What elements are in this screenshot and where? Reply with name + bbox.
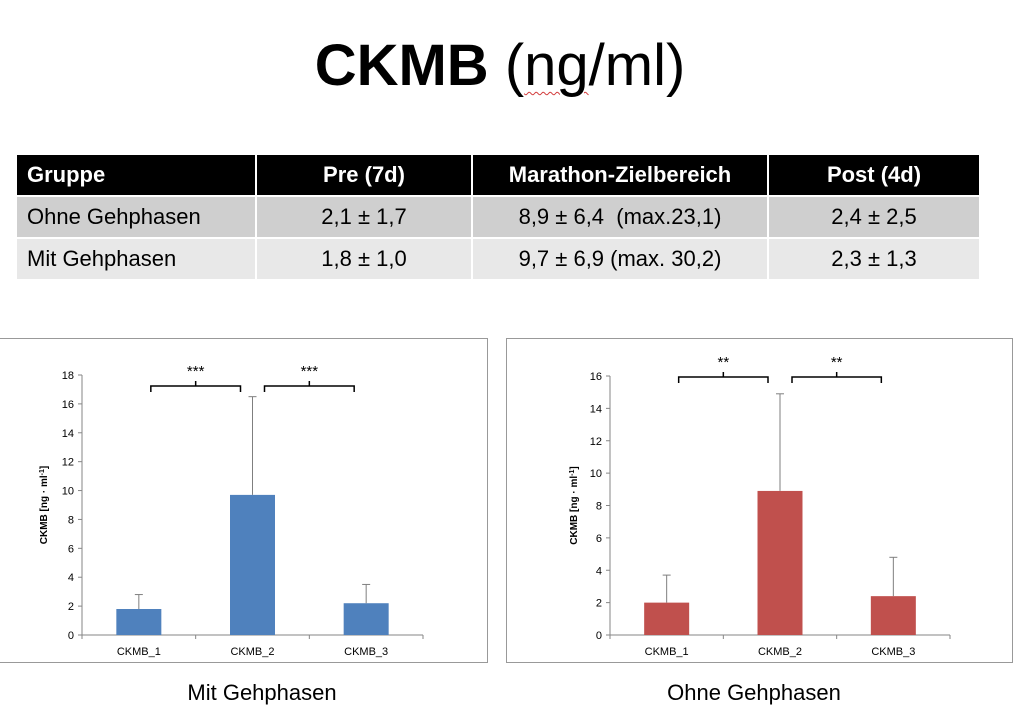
y-tick-label: 8: [68, 514, 74, 526]
table-row: Mit Gehphasen 1,8 ± 1,0 9,7 ± 6,9 (max. …: [15, 237, 981, 281]
y-tick-label: 8: [596, 501, 602, 513]
bar: [644, 602, 690, 635]
y-tick-label: 2: [596, 598, 602, 610]
y-tick-label: 14: [62, 428, 74, 440]
title-unit-ng: ng: [524, 33, 589, 98]
y-tick-label: 16: [590, 371, 602, 383]
y-tick-label: 6: [68, 543, 74, 555]
y-tick-label: 0: [596, 630, 602, 642]
table-row: Ohne Gehphasen 2,1 ± 1,7 8,9 ± 6,4 (max.…: [15, 195, 981, 239]
plot-area: 0 2 4 6 8 10 12 14 16 CKMB_1 CKMB_2 CKMB_3 CKMB [ng …: [569, 354, 951, 658]
column-header: Pre (7d): [255, 153, 473, 197]
y-tick-label: 18: [62, 370, 74, 382]
y-axis-label-exponent: -1: [39, 469, 46, 475]
column-header: Gruppe: [15, 153, 257, 197]
table-header-row: Gruppe Pre (7d) Marathon-Zielbereich Pos…: [15, 153, 981, 197]
table-cell: 8,9 ± 6,4 (max.23,1): [471, 195, 769, 239]
significance-bracket: [677, 376, 769, 383]
y-tick-label: 16: [62, 399, 74, 411]
title-main: CKMB: [314, 33, 489, 98]
y-tick-label: 4: [596, 565, 602, 577]
y-tick-label: 10: [62, 486, 74, 498]
y-axis-label: CKMB [ng · ml-1]: [39, 466, 51, 544]
significance-bracket: [791, 376, 883, 383]
y-tick-label: 4: [68, 572, 74, 584]
chart-svg: 0 2 4 6 8 10 12 14 16 CKMB_1 CKMB_2 CKMB_3 CKMB [ng …: [569, 354, 951, 658]
x-tick-label: CKMB_2: [230, 646, 274, 658]
table-cell: 2,3 ± 1,3: [767, 237, 981, 281]
results-table: Gruppe Pre (7d) Marathon-Zielbereich Pos…: [15, 153, 981, 281]
x-tick-label: CKMB_2: [758, 646, 802, 658]
y-tick-label: 0: [68, 630, 74, 642]
table-cell: 9,7 ± 6,9 (max. 30,2): [471, 237, 769, 281]
significance-label: ***: [301, 363, 319, 380]
table-cell: Mit Gehphasen: [15, 237, 257, 281]
significance-label: **: [717, 354, 729, 371]
chart-svg: 0 2 4 6 8 10 12 14 16 18 CKMB_1 CKMB_2 CKMB_3 CKMB [n…: [39, 363, 424, 658]
y-tick-label: 12: [62, 457, 74, 469]
table-cell: 2,1 ± 1,7: [255, 195, 473, 239]
significance-bracket: [263, 385, 355, 392]
title-unit: (ng/ml): [504, 33, 686, 98]
x-tick-label: CKMB_1: [645, 646, 689, 658]
chart-caption: Mit Gehphasen: [187, 680, 337, 705]
y-axis-label: CKMB [ng · ml-1]: [569, 466, 581, 544]
x-tick-label: CKMB_1: [117, 646, 161, 658]
y-tick-label: 6: [596, 533, 602, 545]
table-cell: 2,4 ± 2,5: [767, 195, 981, 239]
bar: [870, 596, 916, 635]
x-tick-label: CKMB_3: [344, 646, 388, 658]
y-tick-label: 2: [68, 601, 74, 613]
column-header: Marathon-Zielbereich: [471, 153, 769, 197]
chart-caption: Ohne Gehphasen: [667, 680, 841, 705]
bar: [757, 490, 803, 635]
y-tick-label: 12: [590, 436, 602, 448]
page-title: CKMB (ng/ml): [0, 28, 1000, 104]
plot-area: 0 2 4 6 8 10 12 14 16 18 CKMB_1 CKMB_2 CKMB_3 CKMB [n…: [39, 363, 424, 658]
x-tick-label: CKMB_3: [871, 646, 915, 658]
y-axis-label-exponent: -1: [569, 470, 576, 476]
significance-label: **: [831, 354, 843, 371]
y-tick-label: 10: [590, 468, 602, 480]
y-tick-label: 14: [590, 403, 602, 415]
bar: [116, 609, 162, 635]
chart-ohne-gehphasen: 0 2 4 6 8 10 12 14 16 CKMB_1 CKMB_2 CKMB_3 CKMB [ng …: [506, 338, 1013, 663]
table-cell: Ohne Gehphasen: [15, 195, 257, 239]
column-header: Post (4d): [767, 153, 981, 197]
significance-label: ***: [187, 363, 205, 380]
chart-mit-gehphasen: 0 2 4 6 8 10 12 14 16 18 CKMB_1 CKMB_2 CKMB_3 CKMB [n…: [0, 338, 488, 663]
table-cell: 1,8 ± 1,0: [255, 237, 473, 281]
bar: [343, 603, 389, 635]
significance-bracket: [150, 385, 242, 392]
bar: [230, 494, 275, 635]
